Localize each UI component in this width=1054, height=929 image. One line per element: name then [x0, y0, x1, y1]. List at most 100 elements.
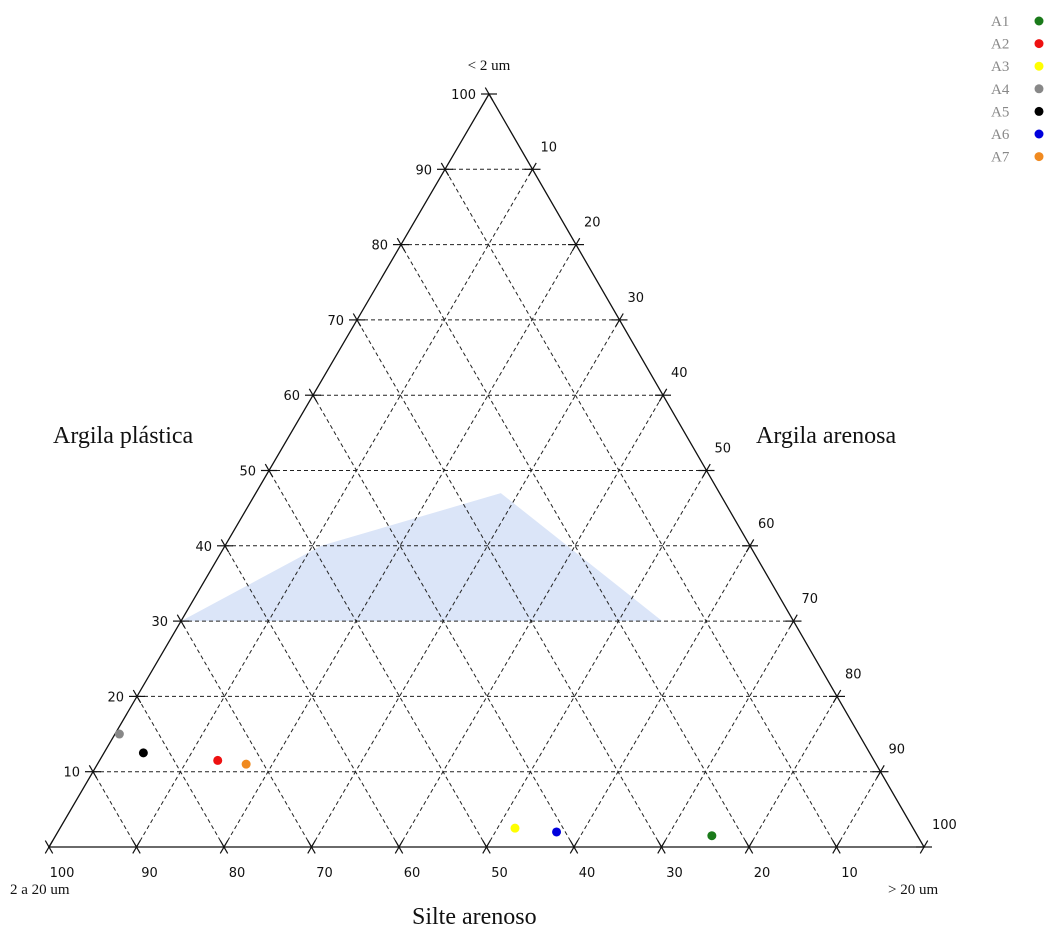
- shaded-region: [181, 493, 663, 622]
- tick-left-90-b: [440, 162, 450, 177]
- corner-label-top: < 2 um: [468, 58, 511, 74]
- tick-right-80-b: [832, 689, 842, 704]
- legend-label-a3: A3: [991, 59, 1009, 75]
- legend: A1 A2 A3 A4 A5 A6 A7: [991, 14, 1044, 166]
- tick-label-bottom-100: 100: [50, 866, 75, 881]
- legend-marker-a2: [1034, 39, 1044, 49]
- region-label-silte-arenoso: Silte arenoso: [412, 904, 537, 929]
- tick-right-90-b: [876, 764, 885, 779]
- axis-ticks: [44, 87, 932, 854]
- legend-marker-a5: [1034, 106, 1044, 116]
- data-points: [114, 729, 717, 841]
- tick-right-20-b: [571, 237, 581, 252]
- grid-lines: [92, 168, 881, 848]
- tick-label-right-70: 70: [802, 592, 819, 607]
- data-point-a6: [552, 827, 562, 837]
- tick-label-right-90: 90: [889, 743, 906, 758]
- grid-line-fine-60: [224, 545, 400, 848]
- tick-left-40-b: [220, 539, 230, 553]
- tick-left-80-b: [396, 237, 406, 252]
- tick-label-bottom-30: 30: [666, 866, 683, 881]
- tick-label-right-100: 100: [932, 818, 957, 833]
- tick-right-10-b: [528, 162, 537, 177]
- tick-label-bottom-90: 90: [141, 866, 158, 881]
- legend-marker-a1: [1034, 16, 1044, 26]
- tick-label-bottom-40: 40: [579, 866, 596, 881]
- grid-line-coarse-60: [573, 545, 751, 848]
- tick-label-right-20: 20: [584, 216, 601, 231]
- tick-label-left-60: 60: [283, 389, 300, 404]
- tick-label-right-30: 30: [628, 291, 645, 306]
- tick-label-bottom-60: 60: [404, 866, 421, 881]
- tick-left-30-b: [176, 614, 186, 628]
- tick-label-left-20: 20: [107, 690, 124, 705]
- tick-right-100-b: [919, 840, 929, 854]
- tick-label-bottom-50: 50: [491, 866, 508, 881]
- tick-left-60-b: [308, 388, 318, 402]
- tick-label-left-100: 100: [451, 88, 476, 103]
- data-point-a1: [707, 831, 717, 841]
- tick-label-left-70: 70: [327, 314, 344, 329]
- tick-label-left-80: 80: [371, 239, 388, 254]
- tick-left-100-b: [484, 87, 494, 101]
- grid-line-fine-20: [400, 244, 750, 848]
- grid-line-fine-30: [356, 319, 662, 848]
- region-label-argila-plastica: Argila plástica: [53, 423, 194, 449]
- legend-label-a1: A1: [991, 14, 1009, 30]
- legend-label-a7: A7: [991, 150, 1010, 166]
- tick-label-right-10: 10: [541, 140, 558, 155]
- grid-line-fine-70: [180, 620, 312, 848]
- tick-bottom-80-b: [219, 840, 229, 854]
- legend-label-a6: A6: [991, 127, 1010, 143]
- tick-right-60-b: [745, 539, 755, 553]
- tick-label-left-50: 50: [239, 465, 256, 480]
- tick-label-right-80: 80: [845, 667, 862, 682]
- tick-label-bottom-20: 20: [754, 866, 771, 881]
- tick-label-right-60: 60: [758, 517, 775, 532]
- tick-label-bottom-80: 80: [229, 866, 246, 881]
- legend-marker-a4: [1034, 84, 1044, 94]
- grid-line-coarse-90: [836, 771, 881, 848]
- grid-line-fine-50: [268, 470, 487, 848]
- grid-line-fine-90: [92, 771, 137, 848]
- data-point-a7: [241, 759, 251, 769]
- tick-left-70-b: [352, 313, 362, 327]
- tick-label-left-40: 40: [195, 540, 212, 555]
- tick-left-10-b: [88, 764, 98, 779]
- tick-bottom-100-b: [44, 840, 54, 854]
- tick-bottom-50-b: [482, 840, 491, 854]
- legend-marker-a7: [1034, 152, 1044, 162]
- tick-label-right-50: 50: [715, 442, 732, 457]
- data-point-a4: [114, 729, 124, 739]
- tick-bottom-70-b: [307, 840, 316, 854]
- grid-line-coarse-20: [223, 244, 577, 848]
- data-point-a3: [510, 823, 520, 833]
- grid-line-coarse-10: [136, 169, 533, 848]
- grid-line-coarse-50: [486, 470, 707, 848]
- corner-label-right: > 20 um: [888, 882, 938, 898]
- tick-right-50-b: [702, 463, 711, 478]
- region-label-argila-arenosa: Argila arenosa: [756, 423, 897, 449]
- tick-label-right-40: 40: [671, 366, 688, 381]
- tick-bottom-30-b: [657, 840, 666, 854]
- legend-label-a4: A4: [991, 82, 1010, 98]
- tick-label-bottom-70: 70: [316, 866, 333, 881]
- grid-line-coarse-80: [748, 696, 838, 848]
- grid-line-coarse-30: [311, 319, 620, 848]
- data-point-a2: [213, 755, 223, 765]
- tick-labels: 10 20 30 40 50 60 70 80 90 100 10 20 30 40 50 60 70 80 90 1…: [50, 88, 957, 881]
- tick-left-50-b: [264, 463, 274, 478]
- tick-label-bottom-10: 10: [841, 866, 858, 881]
- legend-label-a2: A2: [991, 37, 1009, 53]
- grid-line-fine-80: [136, 696, 225, 848]
- legend-marker-a6: [1034, 129, 1044, 139]
- tick-left-20-b: [132, 689, 142, 704]
- legend-label-a5: A5: [991, 104, 1009, 120]
- grid-line-coarse-70: [661, 620, 794, 848]
- tick-right-30-b: [615, 313, 624, 327]
- tick-bottom-10-b: [832, 840, 841, 854]
- tick-right-40-b: [658, 388, 668, 402]
- corner-label-left: 2 a 20 um: [10, 882, 70, 898]
- legend-marker-a3: [1034, 61, 1044, 71]
